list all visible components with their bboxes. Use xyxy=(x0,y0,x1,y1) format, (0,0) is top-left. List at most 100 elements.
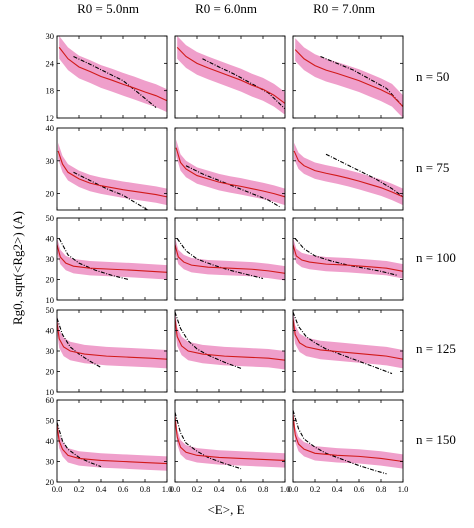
panel-r5-c3: 0.0 0.2 0.4 0.6 0.8 1.0 xyxy=(288,399,409,494)
x-tick-label: 0.4 xyxy=(96,484,107,494)
y-tick-label: 30 xyxy=(46,254,55,264)
simulation-curve xyxy=(175,147,285,198)
simulation-curve xyxy=(293,244,403,272)
panel-r2-c2 xyxy=(174,127,286,211)
col-title-1: R0 = 5.0nm xyxy=(77,1,139,16)
panel-r4-c1: 10 20 30 40 50 xyxy=(46,305,168,397)
theory-curve xyxy=(320,55,403,107)
panel-r1-c2 xyxy=(174,35,286,119)
x-tick-label: 1.0 xyxy=(162,484,173,494)
panel-r2-c3 xyxy=(292,127,404,211)
row-label-3: n = 100 xyxy=(416,250,456,265)
simulation-curve xyxy=(57,322,167,360)
y-tick-label: 30 xyxy=(46,346,55,356)
uncertainty-band xyxy=(295,38,403,118)
x-tick-label: 0.6 xyxy=(236,484,247,494)
theory-curve xyxy=(293,311,393,375)
panel-r3-c1: 10 20 30 40 50 xyxy=(46,213,168,305)
panel-r4-c3 xyxy=(292,309,404,393)
simulation-curve xyxy=(293,318,403,360)
panel-r5-c1: 20 30 40 50 60 0.0 0.2 0.4 0.6 0.8 1.0 xyxy=(46,395,173,494)
theory-curve xyxy=(202,58,285,110)
y-tick-label: 20 xyxy=(46,367,55,377)
uncertainty-band xyxy=(294,142,403,206)
x-tick-label: 0.8 xyxy=(376,484,387,494)
y-tick-label: 50 xyxy=(46,416,55,426)
panel-r4-c2 xyxy=(174,309,286,393)
panel-frame xyxy=(292,399,404,483)
y-tick-label: 20 xyxy=(46,275,55,285)
uncertainty-band xyxy=(57,417,167,471)
x-tick-label: 0.6 xyxy=(354,484,365,494)
y-tick-label: 20 xyxy=(46,477,55,487)
x-tick-label: 0.0 xyxy=(288,484,299,494)
row-label-4: n = 125 xyxy=(416,341,456,356)
uncertainty-band xyxy=(175,237,285,281)
simulation-curve xyxy=(57,424,167,465)
y-tick-label: 50 xyxy=(46,305,55,315)
y-tick-label: 10 xyxy=(46,295,55,305)
x-tick-label: 0.2 xyxy=(192,484,203,494)
y-tick-label: 10 xyxy=(46,387,55,397)
y-tick-label: 60 xyxy=(46,395,55,405)
y-tick-label: 40 xyxy=(46,436,55,446)
panel-frame xyxy=(292,127,404,211)
y-tick-label: 30 xyxy=(46,156,55,166)
x-tick-label: 0.2 xyxy=(310,484,321,494)
x-tick-label: 1.0 xyxy=(280,484,291,494)
panel-frame xyxy=(174,35,286,119)
uncertainty-band xyxy=(58,142,167,206)
y-tick-label: 40 xyxy=(46,234,55,244)
uncertainty-band xyxy=(57,237,167,280)
uncertainty-band xyxy=(57,313,167,369)
theory-curve xyxy=(58,238,129,281)
y-tick-label: 50 xyxy=(46,213,55,223)
simulation-curve xyxy=(294,49,403,107)
row-label-1: n = 50 xyxy=(416,69,449,84)
simulation-curve xyxy=(57,244,167,273)
panel-frame xyxy=(174,127,286,211)
simulation-curve xyxy=(176,47,285,104)
theory-curve xyxy=(185,165,280,208)
theory-curve xyxy=(73,56,157,108)
theory-curve xyxy=(175,311,242,369)
x-tick-label: 0.0 xyxy=(52,484,63,494)
panel-r5-c2: 0.0 0.2 0.4 0.6 0.8 1.0 xyxy=(170,399,291,494)
panel-frame xyxy=(56,127,168,211)
x-tick-label: 0.0 xyxy=(170,484,181,494)
uncertainty-band xyxy=(59,36,167,113)
y-tick-label: 20 xyxy=(46,189,55,199)
x-tick-label: 0.6 xyxy=(118,484,129,494)
y-tick-label: 12 xyxy=(46,113,55,123)
x-axis-label: <E>, E xyxy=(207,502,244,517)
col-title-3: R0 = 7.0nm xyxy=(313,1,375,16)
y-tick-label: 30 xyxy=(46,31,55,41)
panel-frame xyxy=(56,35,168,119)
simulation-curve xyxy=(175,318,285,361)
theory-curve xyxy=(325,153,403,198)
x-tick-label: 0.4 xyxy=(214,484,225,494)
simulation-curve xyxy=(293,414,403,463)
theory-curve xyxy=(294,238,398,276)
theory-curve xyxy=(176,238,264,280)
simulation-curve xyxy=(175,244,285,274)
uncertainty-band xyxy=(177,36,285,115)
x-tick-label: 1.0 xyxy=(398,484,409,494)
panel-grid: 1218243020304010203040501020304050203040… xyxy=(46,31,409,494)
panel-r3-c3 xyxy=(292,217,404,301)
y-tick-label: 40 xyxy=(46,326,55,336)
y-axis-label: Rg0, sqrt(<Rg2>) (A) xyxy=(10,211,25,325)
uncertainty-band xyxy=(293,310,403,369)
row-label-5: n = 150 xyxy=(416,432,456,447)
simulation-curve xyxy=(293,150,403,198)
panel-frame xyxy=(292,35,404,119)
panel-r1-c1: 12 18 24 30 xyxy=(46,31,168,123)
uncertainty-band xyxy=(175,409,285,468)
x-tick-label: 0.8 xyxy=(140,484,151,494)
panel-frame xyxy=(174,399,286,483)
theory-curve xyxy=(57,422,102,468)
theory-curve xyxy=(293,410,387,475)
uncertainty-band xyxy=(175,310,285,370)
simulation-curve xyxy=(175,416,285,462)
